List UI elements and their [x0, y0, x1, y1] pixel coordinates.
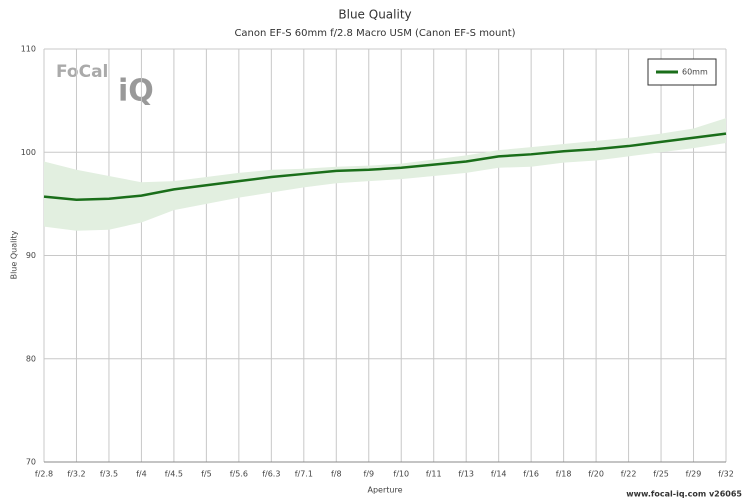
x-tick-label: f/16: [523, 470, 539, 479]
chart-title: Blue Quality: [338, 8, 411, 22]
logo-right: iQ: [118, 74, 154, 109]
x-tick-label: f/25: [653, 470, 669, 479]
x-tick-label: f/10: [393, 470, 409, 479]
y-tick-label: 100: [21, 148, 36, 157]
x-tick-label: f/14: [491, 470, 507, 479]
x-tick-label: f/18: [556, 470, 572, 479]
logo-left: FoCal: [56, 62, 108, 82]
x-tick-label: f/5: [201, 470, 212, 479]
chart-subtitle: Canon EF-S 60mm f/2.8 Macro USM (Canon E…: [234, 28, 515, 39]
y-tick-label: 90: [26, 251, 36, 260]
y-tick-label: 80: [26, 354, 36, 363]
x-tick-label: f/29: [686, 470, 702, 479]
x-tick-label: f/11: [426, 470, 442, 479]
x-tick-label: f/22: [621, 470, 637, 479]
x-tick-label: f/3.5: [100, 470, 118, 479]
x-tick-label: f/20: [588, 470, 604, 479]
legend-label: 60mm: [682, 68, 708, 77]
plot-layer: [43, 48, 727, 463]
y-axis-label: Blue Quality: [10, 230, 19, 279]
footer: www.focal-iq.com v26065: [626, 490, 742, 499]
x-tick-label: f/8: [331, 470, 342, 479]
x-tick-label: f/7.1: [295, 470, 313, 479]
x-tick-label: f/4: [136, 470, 147, 479]
x-axis-label: Aperture: [367, 486, 402, 495]
confidence-band: [44, 118, 726, 231]
x-tick-label: f/5.6: [230, 470, 248, 479]
x-tick-label: f/3.2: [67, 470, 85, 479]
line: [43, 132, 727, 201]
x-tick-label: f/6.3: [262, 470, 280, 479]
x-tick-label: f/32: [718, 470, 734, 479]
y-tick-label: 70: [26, 458, 36, 467]
x-tick-label: f/4.5: [165, 470, 183, 479]
x-tick-label: f/13: [458, 470, 474, 479]
x-tick-label: f/2.8: [35, 470, 53, 479]
x-tick-label: f/9: [363, 470, 374, 479]
y-tick-label: 110: [21, 45, 36, 54]
